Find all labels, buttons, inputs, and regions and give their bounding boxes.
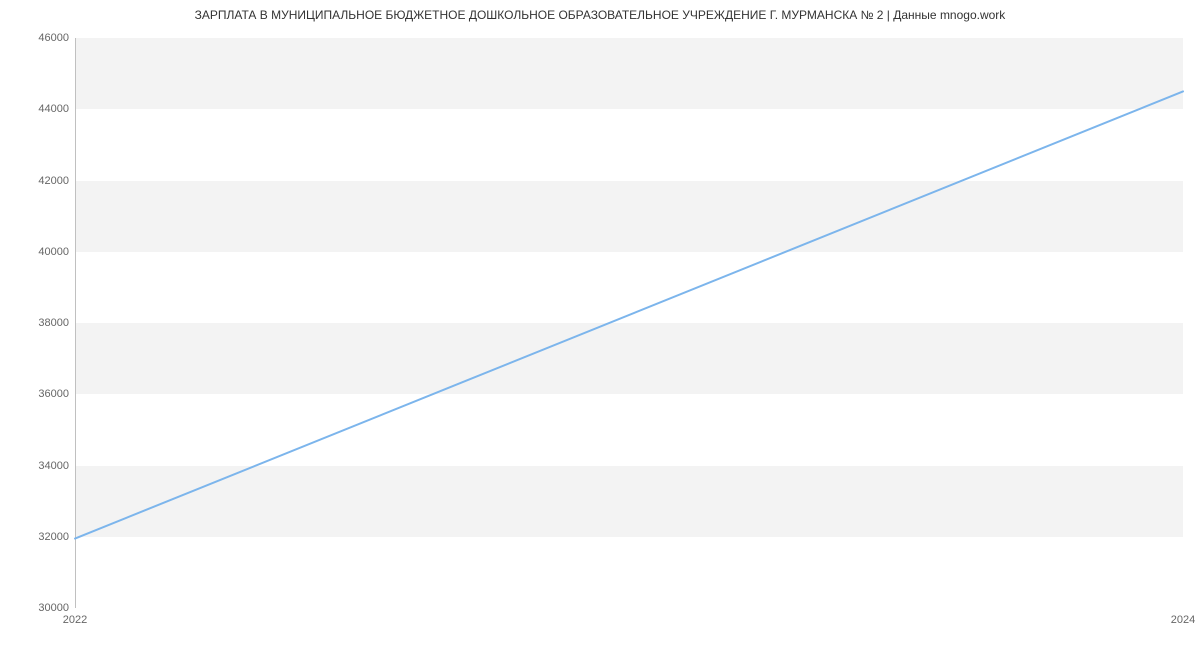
- y-tick-label: 34000: [38, 460, 69, 472]
- y-tick-label: 44000: [38, 103, 69, 115]
- y-tick-label: 40000: [38, 246, 69, 258]
- plot-area: 3000032000340003600038000400004200044000…: [75, 38, 1183, 608]
- chart-title: ЗАРПЛАТА В МУНИЦИПАЛЬНОЕ БЮДЖЕТНОЕ ДОШКО…: [0, 8, 1200, 22]
- x-tick-label: 2024: [1171, 614, 1195, 626]
- y-tick-label: 30000: [38, 602, 69, 614]
- y-tick-label: 36000: [38, 388, 69, 400]
- y-tick-label: 46000: [38, 32, 69, 44]
- series-line-salary: [75, 91, 1183, 538]
- y-tick-label: 32000: [38, 531, 69, 543]
- chart-svg: [75, 38, 1183, 608]
- y-tick-label: 38000: [38, 317, 69, 329]
- salary-line-chart: ЗАРПЛАТА В МУНИЦИПАЛЬНОЕ БЮДЖЕТНОЕ ДОШКО…: [0, 0, 1200, 650]
- y-tick-label: 42000: [38, 175, 69, 187]
- x-tick-label: 2022: [63, 614, 87, 626]
